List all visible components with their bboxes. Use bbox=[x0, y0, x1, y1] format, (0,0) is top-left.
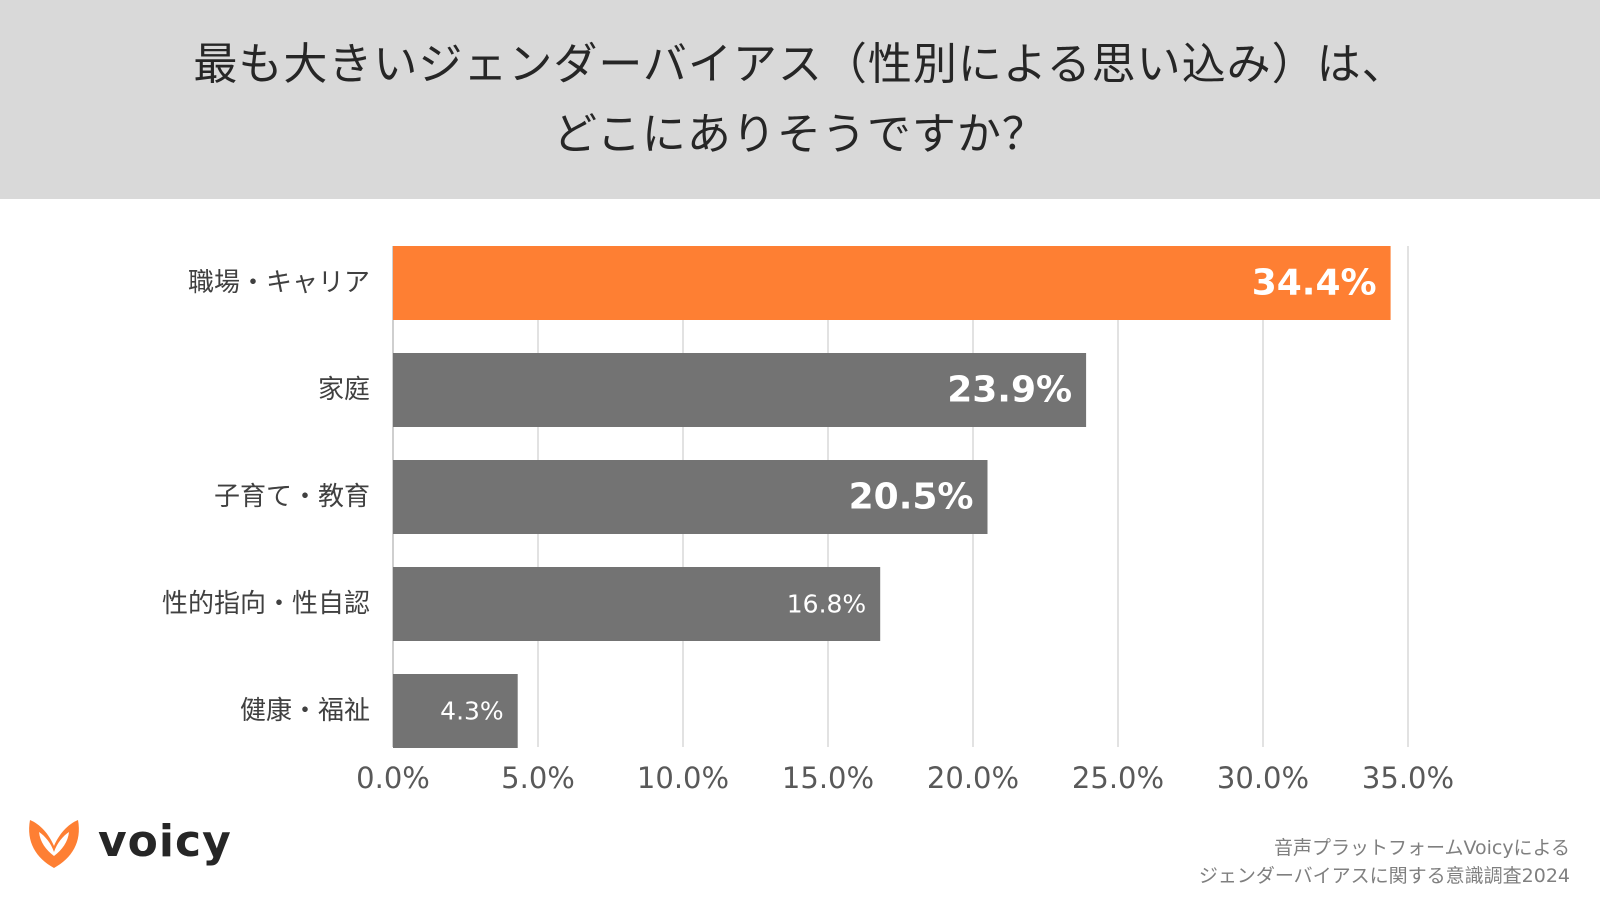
bars bbox=[393, 246, 1391, 748]
bar bbox=[393, 674, 518, 748]
data-label: 4.3% bbox=[440, 697, 504, 726]
x-tick-label: 5.0% bbox=[501, 761, 575, 795]
category-label: 健康・福祉 bbox=[240, 696, 370, 726]
category-label: 子育て・教育 bbox=[214, 482, 370, 512]
x-tick-label: 25.0% bbox=[1072, 761, 1164, 795]
voicy-logo-text: voicy bbox=[98, 816, 232, 867]
bar bbox=[393, 246, 1391, 320]
bar bbox=[393, 567, 881, 641]
x-tick-label: 30.0% bbox=[1217, 761, 1309, 795]
bar bbox=[393, 460, 988, 534]
bar bbox=[393, 353, 1087, 427]
category-label: 性的指向・性自認 bbox=[162, 589, 370, 619]
voicy-logo-icon bbox=[29, 820, 79, 868]
data-label: 16.8% bbox=[787, 590, 866, 619]
category-label: 家庭 bbox=[318, 375, 370, 405]
data-label: 34.4% bbox=[1252, 263, 1377, 304]
source-line-1: 音声プラットフォームVoicyによる bbox=[1274, 837, 1570, 859]
data-label: 23.9% bbox=[947, 370, 1072, 411]
source-note: 音声プラットフォームVoicyによる ジェンダーバイアスに関する意識調査2024 bbox=[1199, 834, 1570, 890]
x-tick-label: 20.0% bbox=[927, 761, 1019, 795]
x-tick-label: 10.0% bbox=[637, 761, 729, 795]
chart-title-line-1: 最も大きいジェンダーバイアス（性別による思い込み）は、 bbox=[193, 38, 1407, 90]
category-label: 職場・キャリア bbox=[188, 268, 370, 298]
x-tick-label: 0.0% bbox=[356, 761, 430, 795]
labels: 0.0% 5.0% 10.0% 15.0% 20.0% 25.0% 30.0% 35.0% 職場… bbox=[162, 263, 1454, 796]
x-tick-label: 15.0% bbox=[782, 761, 874, 795]
data-label: 20.5% bbox=[849, 477, 974, 518]
chart-title-line-2: どこにありそうですか？ bbox=[553, 108, 1047, 160]
voicy-logo: voicy bbox=[22, 812, 232, 872]
source-line-2: ジェンダーバイアスに関する意識調査2024 bbox=[1198, 865, 1570, 887]
chart-header: 最も大きいジェンダーバイアス（性別による思い込み）は、 どこにありそうですか？ bbox=[0, 0, 1600, 199]
x-tick-label: 35.0% bbox=[1362, 761, 1454, 795]
